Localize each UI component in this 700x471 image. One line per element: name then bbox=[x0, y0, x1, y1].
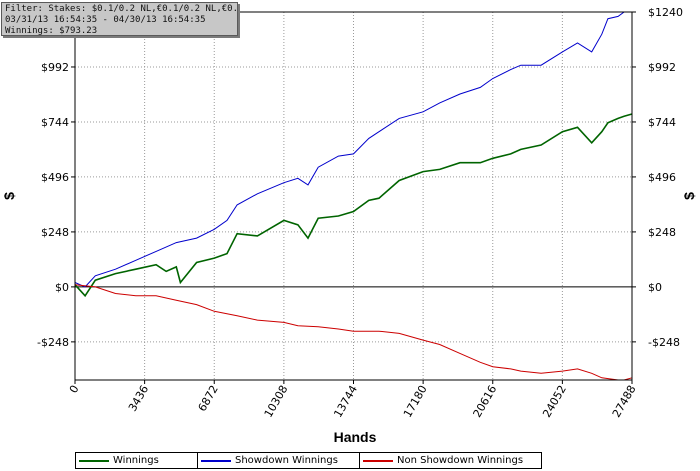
y-tick-label-left: $744 bbox=[41, 116, 69, 129]
legend-swatch-winnings bbox=[79, 459, 109, 462]
filter-info-box: Filter: Stakes: $0.1/0.2 NL,€0.1/0.2 NL,… bbox=[1, 2, 238, 36]
series-line-non-showdown-winnings bbox=[74, 284, 633, 381]
legend-swatch-non-showdown bbox=[363, 459, 393, 462]
y-tick-label-left: $248 bbox=[41, 226, 69, 239]
legend-item-non-showdown[interactable]: Non Showdown Winnings bbox=[359, 453, 541, 468]
y-tick-label-left: $992 bbox=[41, 61, 69, 74]
y-tick-label-right: $744 bbox=[648, 116, 676, 129]
winnings-total-text: Winnings: $793.23 bbox=[5, 26, 98, 36]
y-axis-label-right: $ bbox=[681, 192, 697, 200]
x-tick-label: 10308 bbox=[262, 383, 291, 420]
y-tick-label-right: $0 bbox=[648, 281, 662, 294]
date-range-text: 03/31/13 16:54:35 - 04/30/13 16:54:35 bbox=[5, 15, 206, 25]
legend-label-winnings: Winnings bbox=[113, 455, 159, 466]
legend-item-winnings[interactable]: Winnings bbox=[76, 453, 197, 468]
x-tick-label: 27488 bbox=[610, 383, 639, 420]
x-tick-label: 24052 bbox=[540, 383, 569, 420]
x-tick-label: 13744 bbox=[331, 383, 360, 420]
legend-swatch-showdown bbox=[201, 459, 231, 462]
x-axis-label: Hands bbox=[334, 429, 377, 445]
x-tick-label: 20616 bbox=[471, 383, 500, 420]
chart-legend: Winnings Showdown Winnings Non Showdown … bbox=[75, 452, 542, 469]
tick-layer: -$248 -$248 $0 $0 $248 $248 $496 $496 $744 $744 $9… bbox=[34, 6, 683, 420]
legend-label-non-showdown: Non Showdown Winnings bbox=[397, 455, 524, 466]
series-line-showdown-winnings bbox=[74, 11, 632, 288]
y-tick-label-left: $0 bbox=[55, 281, 69, 294]
y-tick-label-left: -$248 bbox=[37, 336, 69, 349]
x-tick-label: 0 bbox=[67, 383, 82, 396]
legend-label-showdown: Showdown Winnings bbox=[235, 455, 338, 466]
y-tick-label-right: $1240 bbox=[648, 6, 683, 19]
series-line-winnings bbox=[74, 113, 633, 298]
x-tick-label: 3436 bbox=[126, 383, 151, 414]
y-tick-label-right: $248 bbox=[648, 226, 676, 239]
y-tick-label-right: $992 bbox=[648, 61, 676, 74]
x-tick-label: 6872 bbox=[196, 383, 221, 414]
x-tick-label: 17180 bbox=[401, 383, 430, 420]
filter-text: Filter: Stakes: $0.1/0.2 NL,€0.1/0.2 NL,… bbox=[5, 4, 238, 14]
y-axis-label-left: $ bbox=[1, 192, 17, 200]
y-tick-label-left: $496 bbox=[41, 171, 69, 184]
y-tick-label-right: -$248 bbox=[648, 336, 680, 349]
series-layer bbox=[74, 11, 633, 381]
grid bbox=[75, 12, 632, 380]
legend-item-showdown[interactable]: Showdown Winnings bbox=[197, 453, 359, 468]
y-tick-label-right: $496 bbox=[648, 171, 676, 184]
